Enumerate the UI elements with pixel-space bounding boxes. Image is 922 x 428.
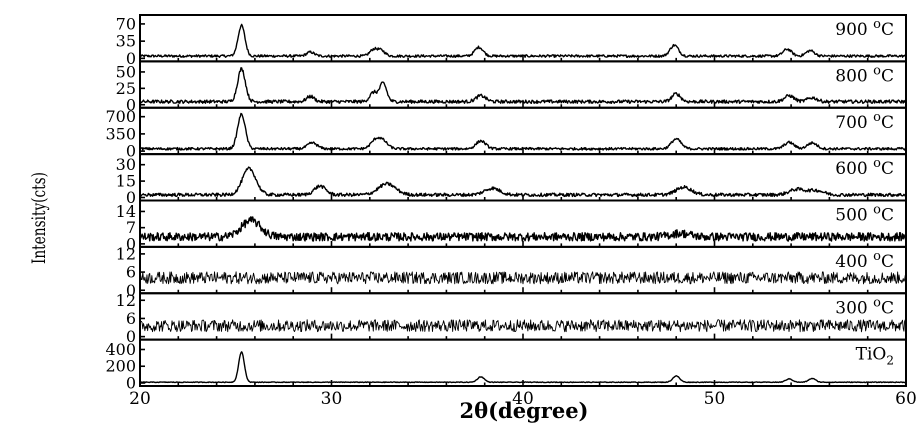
x-tick-label: 50 <box>704 389 726 409</box>
panel-label-4: 500 oC <box>835 203 894 226</box>
x-axis-label: 2θ(degree) <box>459 398 588 423</box>
y-tick-label: 14 <box>116 202 136 221</box>
panel-label-6: 300 oC <box>835 295 894 318</box>
panel-frame-0 <box>139 14 907 63</box>
panel-label-0: 900 oC <box>835 17 894 40</box>
y-tick-label: 15 <box>116 172 136 191</box>
y-tick-label: 0 <box>126 234 136 253</box>
y-tick-label: 0 <box>126 142 136 161</box>
series-line-0 <box>139 23 907 58</box>
y-tick-label: 50 <box>116 62 136 81</box>
panel-label-2: 700 oC <box>835 110 894 133</box>
series-line-1 <box>139 67 907 104</box>
y-tick-label: 12 <box>116 244 136 263</box>
y-tick-label: 12 <box>116 291 136 310</box>
x-tick-label: 40 <box>512 389 534 409</box>
x-tick-label: 30 <box>321 389 343 409</box>
series-line-2 <box>139 112 906 151</box>
y-tick-label: 0 <box>126 49 136 68</box>
y-tick-label: 30 <box>116 155 136 174</box>
y-tick-label: 0 <box>126 327 136 346</box>
y-tick-label: 6 <box>126 263 136 282</box>
panel-frame-5 <box>139 245 907 295</box>
y-tick-label: 25 <box>116 79 136 98</box>
series-line-7 <box>139 351 907 384</box>
y-tick-label: 0 <box>126 281 136 300</box>
y-tick-label: 400 <box>105 340 136 359</box>
y-tick-label: 0 <box>126 95 136 114</box>
series-line-6 <box>139 319 907 333</box>
series-line-5 <box>139 271 907 285</box>
series-line-3 <box>139 166 907 198</box>
x-tick-label: 20 <box>129 389 151 409</box>
y-tick-label: 0 <box>126 188 136 207</box>
y-tick-label: 35 <box>116 32 136 51</box>
y-tick-label: 0 <box>126 374 136 393</box>
y-axis-label: Intensity(cts) <box>28 172 50 264</box>
y-tick-label: 7 <box>126 218 136 237</box>
panel-label-5: 400 oC <box>835 249 894 272</box>
y-tick-label: 350 <box>105 124 136 143</box>
panel-label-3: 600 oC <box>835 156 894 179</box>
x-tick-label: 60 <box>895 389 917 409</box>
y-tick-label: 70 <box>116 14 136 33</box>
series-line-4 <box>139 216 907 242</box>
y-tick-label: 700 <box>105 107 136 126</box>
y-tick-label: 6 <box>126 309 136 328</box>
panel-frame-6 <box>139 292 907 341</box>
panel-label-1: 800 oC <box>835 63 894 86</box>
y-tick-label: 200 <box>105 357 136 376</box>
panel-label-7: TiO2 <box>856 345 894 368</box>
